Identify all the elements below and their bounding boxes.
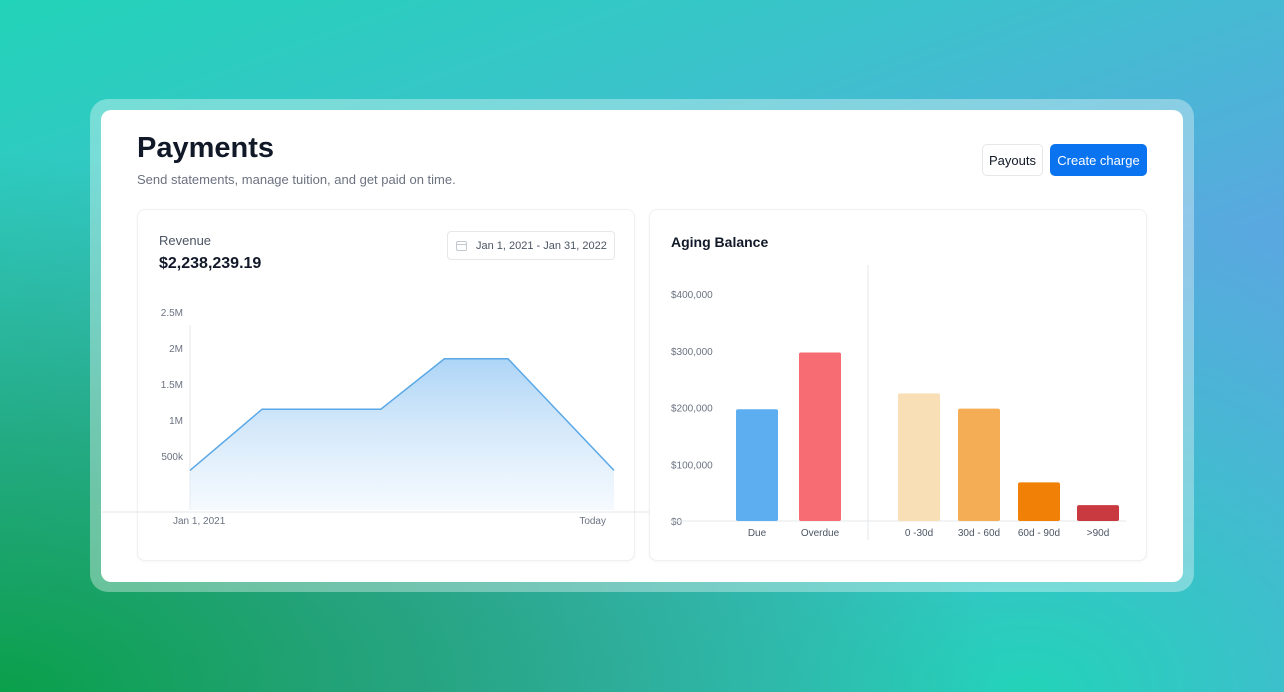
revenue-x-tick: Today (579, 516, 606, 527)
payments-card: Payments Send statements, manage tuition… (101, 110, 1183, 582)
aging-bar (1077, 505, 1119, 521)
aging-bar (1018, 482, 1060, 521)
aging-x-tick: 30d - 60d (958, 528, 1000, 539)
revenue-panel: Revenue $2,238,239.19 Jan 1, 2021 - Jan … (102, 209, 651, 561)
aging-x-tick: 60d - 90d (1018, 528, 1060, 539)
payouts-button[interactable]: Payouts (982, 144, 1043, 176)
page-subtitle: Send statements, manage tuition, and get… (137, 172, 456, 187)
aging-y-tick: $400,000 (671, 290, 713, 301)
revenue-y-tick: 2M (169, 344, 183, 355)
calendar-icon (456, 240, 467, 251)
aging-bar (958, 408, 1000, 521)
revenue-line (189, 358, 615, 471)
revenue-y-tick: 2.5M (161, 308, 183, 319)
aging-panel: Aging Balance $400,000 $300,000 $200,000 $1… (649, 209, 1147, 561)
aging-x-tick: >90d (1087, 528, 1110, 539)
aging-x-tick: 0 -30d (905, 528, 933, 539)
revenue-y-tick: 1.5M (161, 380, 183, 391)
aging-y-tick: $100,000 (671, 460, 713, 471)
revenue-x-tick: Jan 1, 2021 (173, 516, 226, 527)
revenue-y-tick: 1M (169, 416, 183, 427)
revenue-label: Revenue (159, 233, 212, 248)
aging-x-tick: Overdue (801, 528, 840, 539)
aging-y-tick: $200,000 (671, 404, 713, 415)
aging-title: Aging Balance (671, 234, 769, 250)
date-range-picker[interactable]: Jan 1, 2021 - Jan 31, 2022 (447, 231, 615, 260)
revenue-y-tick: 500k (161, 452, 184, 463)
date-range-label: Jan 1, 2021 - Jan 31, 2022 (476, 239, 607, 252)
revenue-chart: 2.5M 2M 1.5M 1M 500k Jan 1, 2021 Today (102, 308, 651, 527)
aging-x-tick: Due (748, 528, 767, 539)
aging-y-tick: $0 (671, 517, 683, 528)
page-title: Payments (137, 132, 275, 164)
revenue-value: $2,238,239.19 (159, 255, 262, 272)
revenue-area (190, 358, 614, 510)
create-charge-button[interactable]: Create charge (1050, 144, 1147, 176)
aging-bar (799, 352, 841, 521)
aging-bar (898, 393, 940, 521)
aging-chart: $400,000 $300,000 $200,000 $100,000 $0 Due Ove… (670, 265, 1126, 540)
aging-y-tick: $300,000 (671, 347, 713, 358)
aging-bar (736, 409, 778, 521)
